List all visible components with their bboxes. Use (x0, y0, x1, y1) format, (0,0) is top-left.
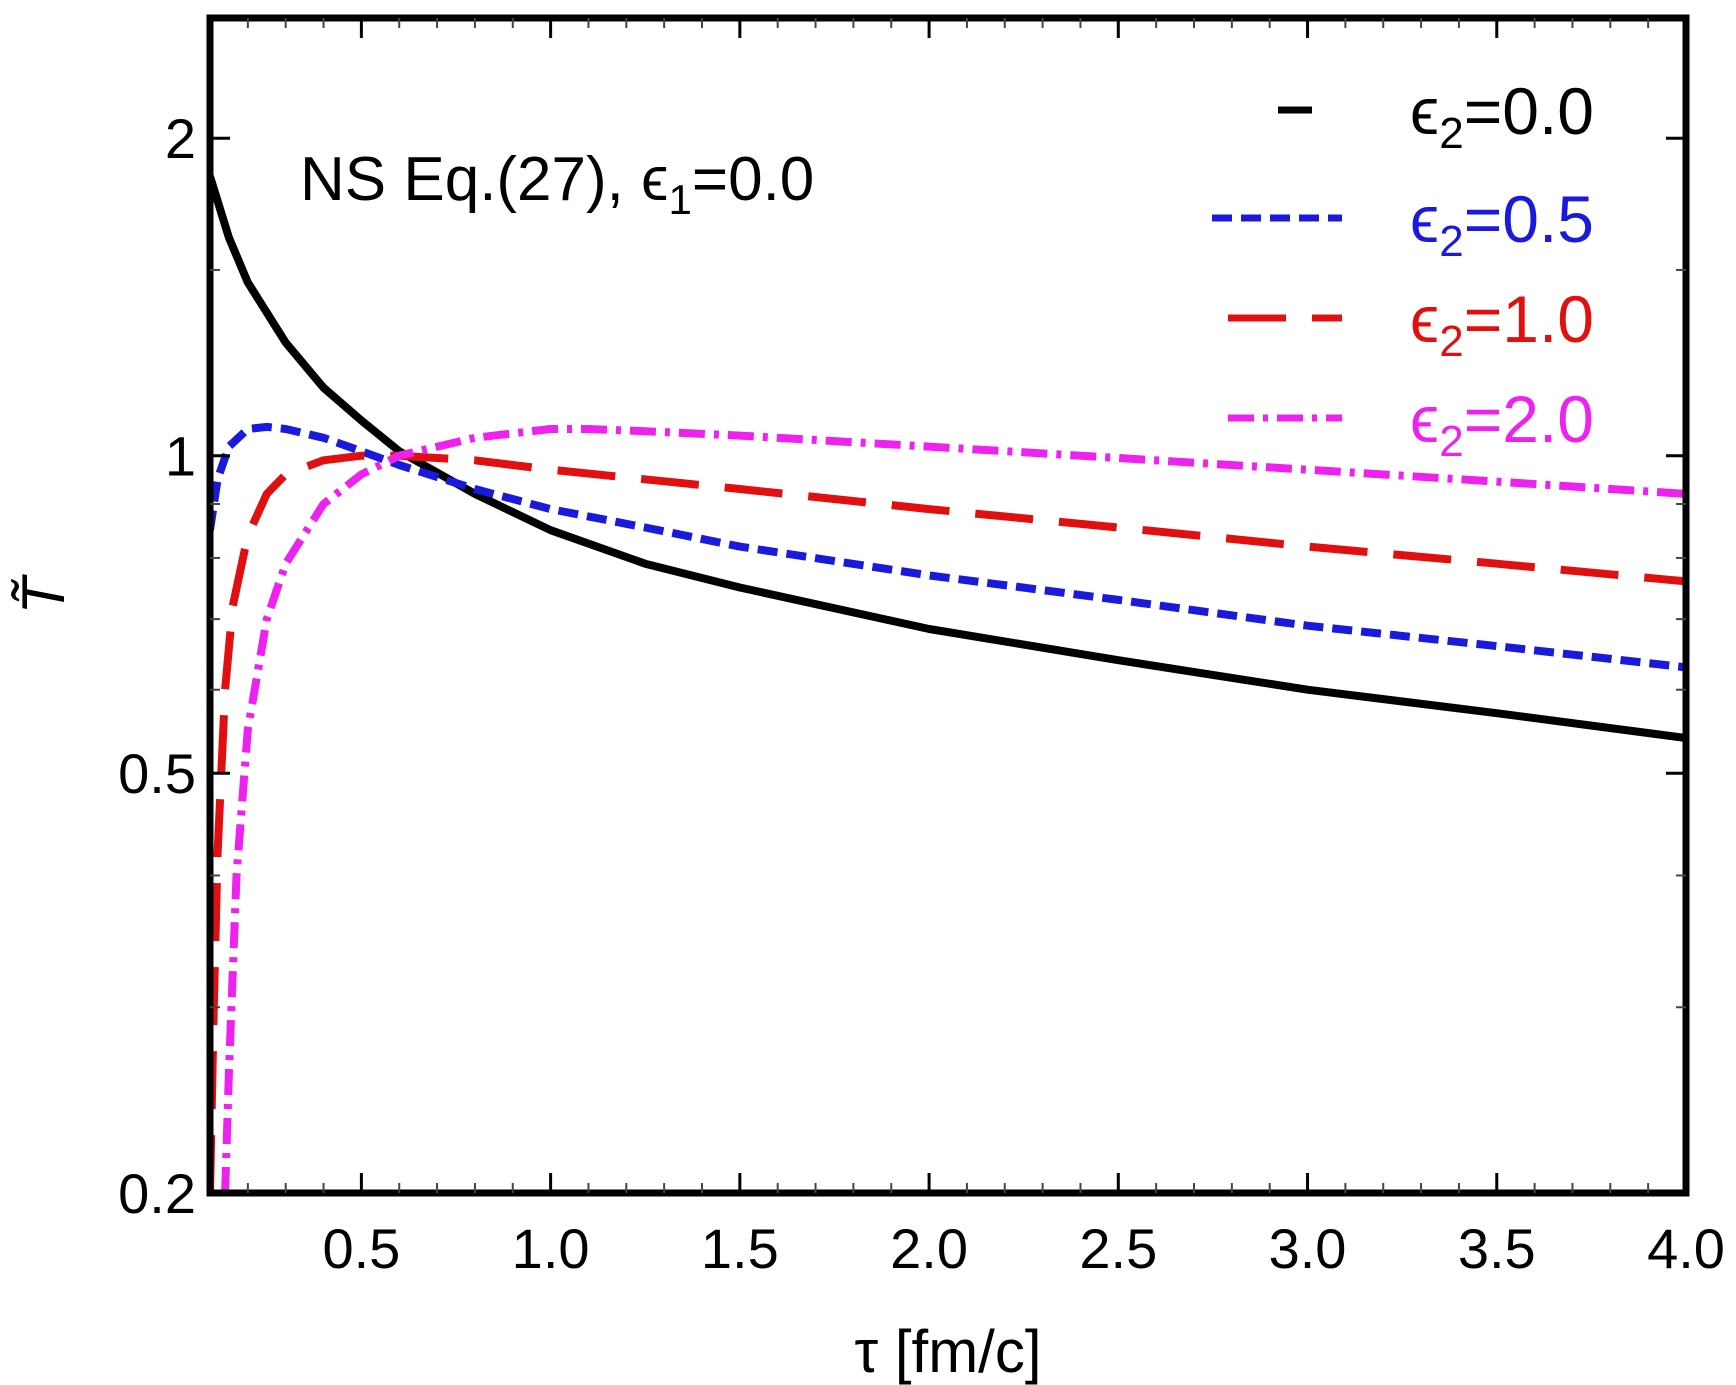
annotation-suffix: =0.0 (692, 145, 814, 214)
y-tick-label: 2 (165, 107, 196, 170)
x-tick-label: 1.5 (701, 1217, 779, 1280)
x-tick-label: 2.5 (1079, 1217, 1157, 1280)
series-line-1 (210, 422, 1686, 672)
x-axis-label: τ [fm/c] (854, 1318, 1041, 1385)
tick-labels-layer: 0.5 1.0 1.5 2.0 2.5 3.0 3.5 4.0 0.2 0.5 1 2 (118, 107, 1725, 1280)
series-layer (210, 175, 1686, 1193)
series-line-2 (210, 451, 1686, 1193)
plot-annotation: NS Eq.(27), ϵ1=0.0 (300, 145, 814, 223)
x-tick-label: 3.0 (1269, 1217, 1347, 1280)
legend-label-2: ϵ2=1.0 (1410, 282, 1594, 366)
legend-label-3: ϵ2=2.0 (1410, 382, 1594, 466)
legend-label-1: ϵ2=0.5 (1410, 182, 1594, 266)
annotation-prefix: NS Eq.(27), (300, 145, 641, 214)
annotation-symbol: ϵ (641, 145, 668, 214)
y-tick-label: 0.5 (118, 742, 196, 805)
x-tick-label: 4.0 (1647, 1217, 1725, 1280)
ticks-layer (210, 18, 1688, 1195)
x-tick-label: 0.5 (322, 1217, 400, 1280)
x-tick-label: 2.0 (890, 1217, 968, 1280)
annotation-subscript: 1 (669, 176, 692, 223)
series-line-3 (221, 425, 1686, 1193)
legend: ϵ2=0.0 ϵ2=0.5 ϵ2=1.0 ϵ2=2.0 (1212, 74, 1594, 466)
plot-frame (206, 14, 1690, 1197)
y-tick-label: 1 (165, 425, 196, 488)
legend-label-0: ϵ2=0.0 (1410, 74, 1594, 158)
x-tick-label: 3.5 (1458, 1217, 1536, 1280)
y-axis-label: T̃ (10, 573, 77, 614)
y-tick-label: 0.2 (118, 1162, 196, 1225)
series-line-0 (210, 175, 1686, 742)
x-tick-label: 1.0 (512, 1217, 590, 1280)
